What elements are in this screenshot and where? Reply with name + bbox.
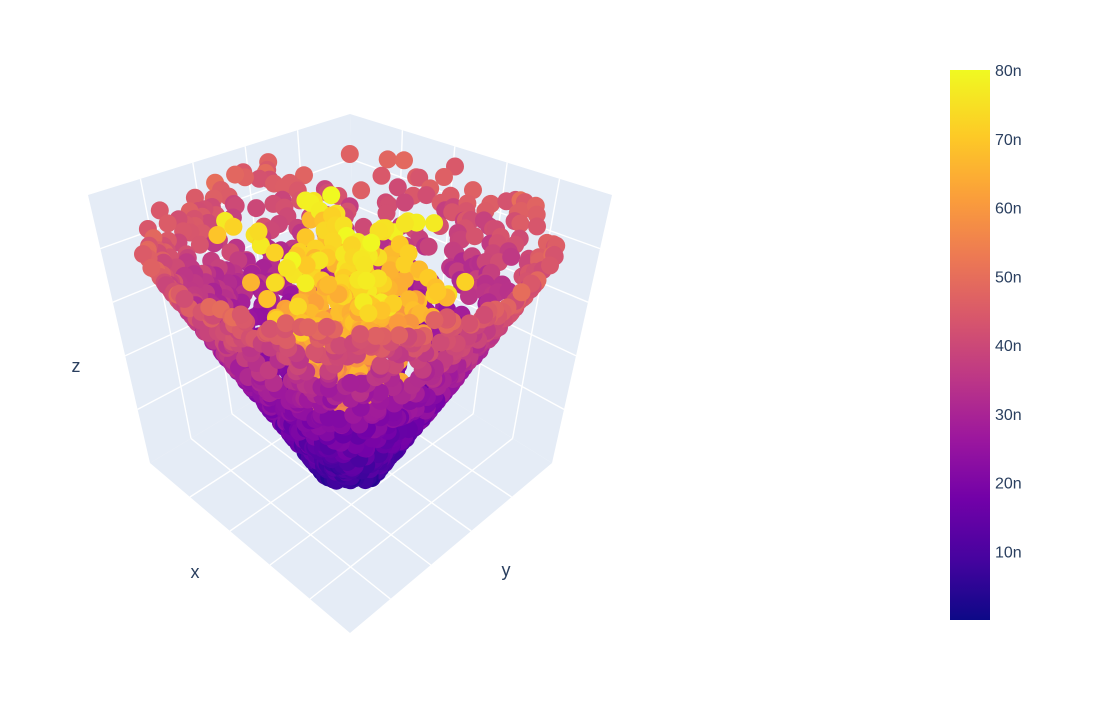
colorbar-tick-label: 20n [995, 476, 1022, 493]
data-point [355, 256, 374, 275]
data-point [330, 336, 349, 355]
gridline [511, 178, 561, 439]
gridline [231, 413, 432, 566]
data-point [370, 383, 389, 402]
x-axis-label: x [191, 562, 200, 582]
data-point [366, 326, 385, 345]
data-point [317, 317, 336, 336]
data-point [208, 226, 227, 244]
data-points [134, 145, 566, 490]
data-point [395, 193, 414, 212]
data-point [341, 373, 360, 392]
data-point [511, 214, 530, 233]
data-point [372, 166, 391, 185]
data-point [289, 297, 307, 316]
data-point [296, 274, 315, 293]
data-point [388, 178, 407, 197]
data-point [395, 255, 414, 274]
data-point [357, 271, 376, 290]
data-point [528, 217, 546, 236]
data-point [242, 273, 260, 292]
data-point [362, 233, 381, 252]
data-point [456, 272, 475, 291]
gridline [309, 437, 514, 600]
colorbar-tick-label: 30n [995, 407, 1022, 424]
colorbar-tick-label: 70n [995, 132, 1022, 149]
z-axis-label: z [72, 356, 81, 376]
colorbar-tick-label: 10n [995, 544, 1022, 561]
data-point [249, 222, 268, 241]
data-point [395, 214, 414, 233]
colorbar-gradient [950, 70, 990, 620]
data-point [250, 169, 269, 188]
data-point [465, 227, 484, 246]
data-point [502, 247, 521, 266]
data-point [371, 356, 390, 375]
data-point [190, 235, 209, 254]
data-point [428, 282, 447, 301]
data-point [231, 305, 250, 324]
data-point [258, 290, 277, 308]
data-point [425, 214, 444, 233]
data-point [175, 289, 194, 308]
colorbar: 10n 20n 30n 40n 50n 60n 70n 80n [950, 63, 1022, 620]
data-point [390, 326, 409, 345]
data-point [260, 319, 279, 338]
data-point [319, 275, 338, 294]
gridline [190, 437, 391, 600]
data-point [541, 256, 559, 275]
data-point [142, 258, 161, 277]
data-point [352, 181, 371, 200]
data-point [134, 245, 152, 264]
data-point [277, 259, 296, 278]
data-point [299, 318, 318, 337]
data-point [226, 165, 245, 184]
data-point [265, 243, 284, 262]
data-point [395, 151, 413, 170]
data-point [475, 305, 494, 324]
data-point [158, 214, 177, 233]
data-point [419, 237, 438, 256]
colorbar-tick-label: 60n [995, 201, 1022, 218]
data-point [265, 273, 284, 292]
data-point [150, 201, 169, 220]
data-point [417, 186, 436, 205]
data-point [460, 287, 478, 305]
data-point [377, 204, 396, 223]
colorbar-tick-label: 80n [995, 63, 1022, 80]
data-point [276, 314, 295, 333]
data-point [460, 314, 479, 333]
data-point [251, 236, 270, 255]
colorbar-tick-label: 40n [995, 338, 1022, 355]
data-point [247, 199, 266, 218]
data-point [431, 333, 450, 352]
data-point [359, 304, 378, 323]
data-point [378, 150, 397, 169]
data-point [322, 186, 341, 205]
data-point [224, 217, 243, 236]
data-point [351, 325, 370, 344]
data-point [425, 311, 444, 330]
data-point [354, 217, 373, 236]
data-point [297, 256, 316, 275]
colorbar-tick-label: 50n [995, 269, 1022, 286]
data-point [435, 168, 453, 186]
y-axis-label: y [502, 560, 511, 580]
data-point [330, 409, 349, 428]
data-point [512, 283, 531, 302]
gridline [269, 413, 474, 566]
data-point [340, 145, 359, 163]
